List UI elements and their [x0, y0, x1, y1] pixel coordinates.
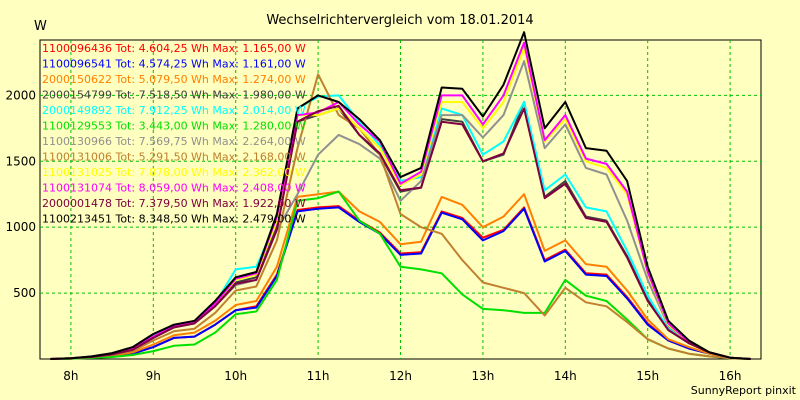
y-tick-label: 500: [13, 286, 36, 300]
footer-credit: SunnyReport pinxit: [691, 384, 797, 397]
legend-entry-10: 2000001478 Tot: 7.379,50 Wh Max: 1.922,0…: [42, 197, 306, 210]
y-axis-label: W: [34, 19, 47, 34]
x-tick-label: 13h: [471, 369, 494, 383]
y-tick-label: 1500: [5, 154, 36, 168]
legend-entry-5: 1100129553 Tot: 3.443,00 Wh Max: 1.280,0…: [42, 120, 306, 133]
series-line-1: [50, 206, 751, 360]
series-line-5: [50, 190, 751, 360]
legend-entry-11: 1100213451 Tot: 8.348,50 Wh Max: 2.479,0…: [42, 213, 306, 226]
x-tick-label: 9h: [146, 369, 161, 383]
x-axis-ticks: 8h 9h 10h 11h 12h 13h 14h 15h 16h: [63, 369, 741, 383]
series-line-7: [50, 73, 751, 360]
x-tick-label: 11h: [307, 369, 330, 383]
series-line-11: [50, 31, 751, 360]
legend: 1100096436 Tot: 4.604,25 Wh Max: 1.165,0…: [42, 42, 306, 226]
series-lines: [50, 31, 751, 360]
chart-title: Wechselrichtervergleich vom 18.01.2014: [266, 13, 533, 28]
x-tick-label: 10h: [224, 369, 247, 383]
legend-entry-0: 1100096436 Tot: 4.604,25 Wh Max: 1.165,0…: [42, 42, 306, 55]
x-tick-label: 12h: [389, 369, 412, 383]
legend-entry-9: 1100131074 Tot: 8.059,00 Wh Max: 2.408,0…: [42, 182, 306, 195]
y-tick-label: 1000: [5, 220, 36, 234]
y-tick-label: 2000: [5, 88, 36, 102]
series-line-2: [50, 190, 751, 360]
x-tick-label: 16h: [719, 369, 742, 383]
x-tick-label: 15h: [636, 369, 659, 383]
x-tick-label: 14h: [554, 369, 577, 383]
x-tick-label: 8h: [63, 369, 78, 383]
legend-entry-4: 2000149892 Tot: 7.912,25 Wh Max: 2.014,0…: [42, 104, 306, 117]
grid: [40, 40, 761, 359]
series-line-10: [50, 104, 751, 360]
y-axis-ticks: 500 1000 1500 2000: [5, 88, 36, 300]
legend-entry-2: 2000150622 Tot: 5.079,50 Wh Max: 1.274,0…: [42, 73, 306, 86]
legend-entry-6: 1100130966 Tot: 7.569,75 Wh Max: 2.264,0…: [42, 135, 306, 148]
legend-entry-1: 1100096541 Tot: 4.574,25 Wh Max: 1.161,0…: [42, 58, 306, 71]
series-line-9: [50, 41, 751, 360]
legend-entry-3: 2000154799 Tot: 7.518,50 Wh Max: 1.980,0…: [42, 89, 306, 102]
legend-entry-8: 1100131025 Tot: 7.878,00 Wh Max: 2.362,0…: [42, 166, 306, 179]
legend-entry-7: 1100131006 Tot: 5.291,50 Wh Max: 2.168,0…: [42, 151, 306, 164]
